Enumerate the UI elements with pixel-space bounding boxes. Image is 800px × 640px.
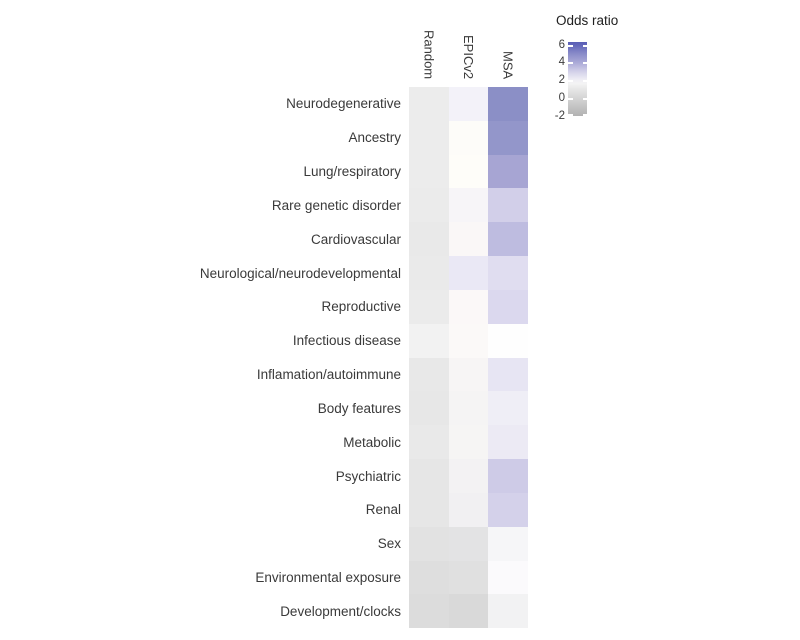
heatmap-cell [448,154,489,189]
heatmap-cell [409,188,449,223]
legend-tick-notch [568,80,573,83]
legend-tick-label: 2 [558,74,565,87]
legend-colorbar-area: 6 4 2 0 -2 [555,36,676,122]
heatmap-cell [409,492,449,527]
heatmap-cell [488,222,529,257]
heatmap-cell [409,526,449,561]
legend-tick-label: 0 [558,92,565,105]
heatmap-cell [488,289,529,324]
heatmap-cell [448,425,489,460]
legend-tick-notch [582,98,587,101]
heatmap-cell [488,87,529,121]
heatmap-cell [409,594,449,629]
legend-tick-label: 4 [558,56,565,69]
heatmap-cell [448,222,489,257]
heatmap-cell [409,323,449,358]
heatmap-cell [409,154,449,189]
heatmap-grid [409,87,529,629]
legend-title: Odds ratio [556,13,619,28]
legend-tick-notch [582,44,587,47]
row-label: Development/clocks [280,603,401,619]
heatmap-cell [409,357,449,392]
row-label: Inflamation/autoimmune [256,367,401,383]
heatmap-cell [409,425,449,460]
heatmap-cell [488,357,529,392]
heatmap-cell [448,459,489,493]
heatmap-cell [409,87,449,121]
legend-tick-notch [568,62,573,65]
row-label: Environmental exposure [255,570,401,585]
column-header-label: MSA [500,50,516,79]
heatmap-cell [488,459,529,493]
legend-tick-notch [568,44,573,47]
legend-tick-notch [582,114,587,116]
heatmap-cell [448,323,489,358]
heatmap-cell [448,120,489,155]
heatmap-cell [409,222,449,257]
heatmap-cell [488,560,529,595]
heatmap-cell [488,256,529,290]
heatmap-cell [409,459,449,493]
column-header: MSA [488,0,528,84]
row-label: Body features [317,400,401,416]
heatmap-cell [488,594,529,629]
legend: Odds ratio 6 4 2 0 -2 [555,13,676,122]
heatmap-cell [448,87,489,121]
heatmap-cell [488,188,529,223]
column-header-label: Random [421,29,437,79]
heatmap-cell [409,289,449,324]
heatmap-cell [488,154,529,189]
row-label: Reproductive [321,299,401,315]
heatmap-cell [409,560,449,595]
heatmap-cell [448,492,489,527]
legend-tick-notch [568,114,573,116]
row-labels: Neurodegenerative Ancestry Lung/respirator… [0,87,401,628]
heatmap-cell [409,391,449,426]
column-headers: Random EPICv2 MSA [409,0,528,84]
legend-tick-label: -2 [554,110,565,122]
heatmap-cell [488,526,529,561]
row-label: Neurodegenerative [286,96,401,112]
row-label: Lung/respiratory [303,164,401,180]
column-header: Random [409,0,449,84]
legend-tick-label: 6 [558,38,565,51]
legend-tick-notch [582,80,587,83]
row-label: Cardiovascular [310,231,401,247]
heatmap-cell [488,425,529,460]
heatmap-cell [448,256,489,290]
column-header-label: EPICv2 [461,34,477,79]
heatmap-cell [448,357,489,392]
heatmap-cell [448,391,489,426]
heatmap-cell [448,594,489,629]
row-label: Sex [377,536,401,552]
row-label: Infectious disease [292,333,401,349]
legend-colorbar [568,42,587,116]
row-label: Ancestry [348,130,401,146]
heatmap-cell [409,120,449,155]
row-label: Neurological/neurodevelopmental [199,265,401,281]
row-label: Metabolic [343,434,401,450]
legend-tick-notch [582,62,587,65]
heatmap-cell [488,120,529,155]
heatmap-cell [488,492,529,527]
heatmap-cell [488,391,529,426]
heatmap-cell [448,560,489,595]
heatmap-cell [409,256,449,290]
row-label: Renal [365,502,401,518]
heatmap-cell [448,526,489,561]
heatmap-cell [448,289,489,324]
heatmap-cell [448,188,489,223]
legend-tick-notch [568,98,573,101]
column-header: EPICv2 [449,0,489,84]
row-label: Rare genetic disorder [271,197,401,213]
heatmap-cell [488,323,529,358]
row-label: Psychiatric [335,468,401,484]
